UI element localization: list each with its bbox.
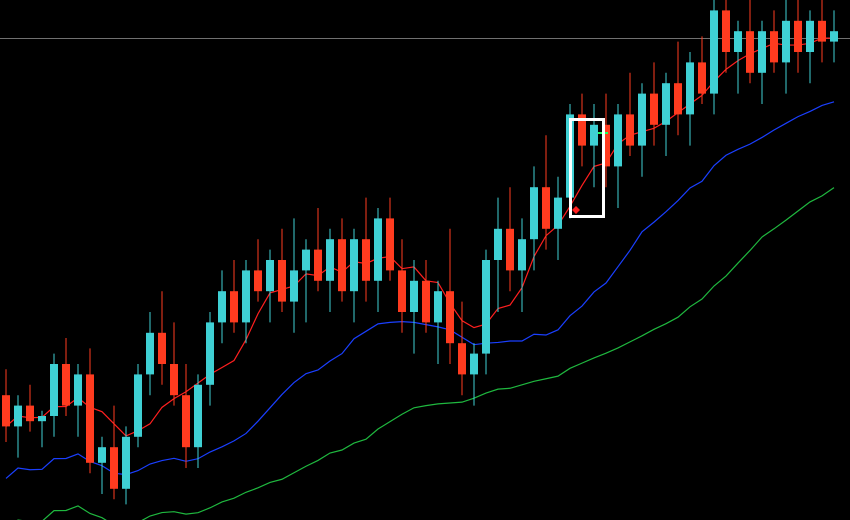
candle-body	[806, 21, 814, 52]
candle-body	[758, 31, 766, 73]
candle-body	[662, 83, 670, 125]
candle-body	[794, 21, 802, 52]
candle-body	[362, 239, 370, 281]
candle-body	[710, 10, 718, 93]
candle-body	[242, 270, 250, 322]
candlestick-chart[interactable]	[0, 0, 850, 520]
candle-body	[146, 333, 154, 375]
candle-body	[614, 114, 622, 166]
candle-body	[494, 229, 502, 260]
candle-body	[746, 31, 754, 73]
candle-body	[530, 187, 538, 239]
candle-body	[422, 281, 430, 323]
candle-body	[14, 406, 22, 427]
candle-body	[74, 374, 82, 405]
candle-body	[554, 198, 562, 229]
candle-body	[278, 260, 286, 302]
candle-body	[254, 270, 262, 291]
candle-body	[38, 416, 46, 421]
candle-body	[626, 114, 634, 145]
candle-body	[290, 270, 298, 301]
candle-body	[446, 291, 454, 343]
candle-body	[206, 322, 214, 384]
candle-body	[566, 114, 574, 197]
candle-body	[194, 385, 202, 447]
candle-body	[266, 260, 274, 291]
candle-body	[398, 270, 406, 312]
candle-body	[770, 31, 778, 62]
candle-body	[482, 260, 490, 354]
candle-body	[302, 250, 310, 271]
candle-body	[230, 291, 238, 322]
candle-body	[818, 21, 826, 42]
candle-body	[170, 364, 178, 395]
candle-body	[386, 218, 394, 270]
candle-body	[434, 291, 442, 322]
candle-body	[542, 187, 550, 229]
candle-body	[110, 447, 118, 489]
candle-body	[410, 281, 418, 312]
candle-body	[722, 10, 730, 52]
candle-body	[350, 239, 358, 291]
candle-body	[506, 229, 514, 271]
candle-body	[650, 94, 658, 125]
candle-body	[182, 395, 190, 447]
candle-body	[674, 83, 682, 114]
candle-body	[26, 406, 34, 422]
candle-body	[698, 62, 706, 93]
candle-body	[734, 31, 742, 52]
candle-body	[98, 447, 106, 463]
candle-body	[374, 218, 382, 280]
candle-body	[134, 374, 142, 436]
candle-body	[518, 239, 526, 270]
candle-body	[86, 374, 94, 462]
candle-body	[470, 354, 478, 375]
candle-body	[158, 333, 166, 364]
signal-marker-icon	[572, 206, 580, 214]
chart-canvas	[0, 0, 850, 520]
candle-body	[50, 364, 58, 416]
candle-body	[830, 31, 838, 41]
candle-body	[578, 114, 586, 145]
candle-body	[62, 364, 70, 406]
candle-body	[122, 437, 130, 489]
candle-body	[638, 94, 646, 146]
candle-body	[314, 250, 322, 281]
candle-body	[218, 291, 226, 322]
candle-body	[2, 395, 10, 426]
candle-body	[326, 239, 334, 281]
moving-average-line	[6, 38, 834, 436]
candle-body	[782, 21, 790, 63]
candle-body	[686, 62, 694, 114]
candle-body	[458, 343, 466, 374]
candle-body	[590, 125, 598, 146]
moving-average-line	[6, 188, 834, 520]
candle-body	[338, 239, 346, 291]
